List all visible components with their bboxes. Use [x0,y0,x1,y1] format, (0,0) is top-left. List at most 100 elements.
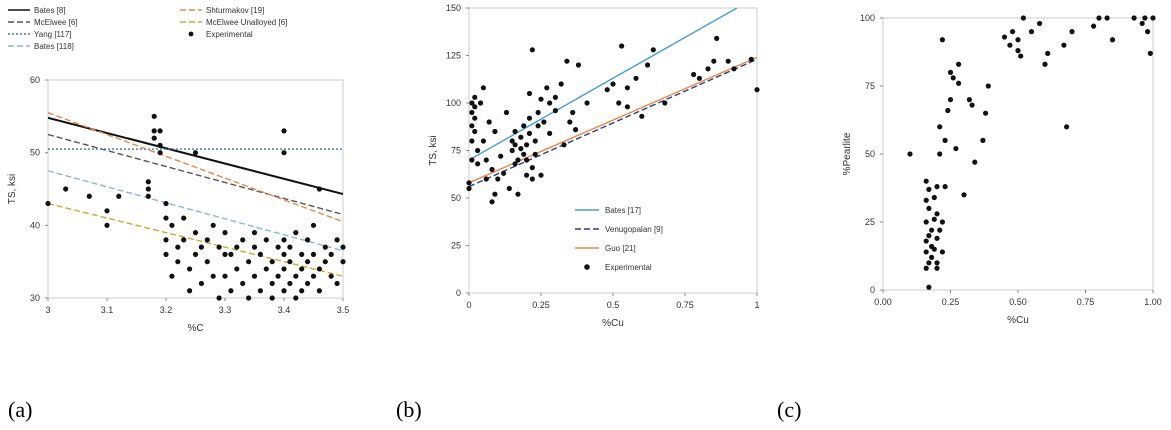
data-point [1145,29,1151,35]
data-point [731,66,737,72]
data-point [544,85,550,91]
data-point [937,124,943,130]
data-point [257,288,263,294]
data-point [907,151,913,157]
data-point [1010,29,1016,35]
x-tick-label: 0.00 [874,297,892,307]
data-point [619,43,625,49]
data-point [616,100,622,106]
legend-label: McElwee Unalloyed [6] [206,18,287,27]
x-tick-label: 1 [754,300,759,310]
data-point [956,80,962,86]
data-point [650,47,656,53]
data-point [500,170,507,176]
x-tick-label: 3 [45,305,50,315]
data-point [521,123,527,129]
y-tick-label: 150 [446,3,461,13]
data-point [334,280,340,287]
data-point [547,130,553,136]
data-point [299,288,305,294]
data-point [480,85,486,91]
data-point [281,128,287,134]
data-point [157,142,163,148]
data-point [547,100,553,106]
data-point [251,244,258,250]
data-point [934,184,940,190]
data-point [222,230,228,236]
data-point [926,186,932,192]
data-point [509,147,515,154]
data-point [939,37,946,43]
y-tick-label: 50 [865,149,875,159]
data-point [477,100,484,106]
data-point [198,244,204,250]
data-point [210,273,216,279]
data-point [538,172,544,178]
data-point [281,237,287,243]
legend-label: Yang [117] [34,30,72,39]
data-point [216,244,222,250]
data-point [506,185,512,192]
data-point [503,109,510,116]
data-point [754,87,760,93]
data-point [328,251,334,257]
legend-label: Bates [8] [34,6,66,15]
data-point [1131,15,1137,21]
data-point [929,227,935,233]
data-point [1109,37,1116,43]
data-point [104,208,110,214]
data-point [263,266,269,272]
data-point [234,244,240,250]
data-point [644,62,651,68]
data-point [714,35,720,42]
data-point [512,142,518,148]
legend-label: Bates [118] [34,42,74,51]
y-axis-label: TS, ksi [428,135,439,166]
data-point [521,151,527,157]
data-point [63,186,69,192]
data-point [923,238,929,244]
data-point [969,102,975,108]
data-point [535,123,541,129]
data-point [529,47,535,53]
data-point [222,251,228,257]
data-point [175,259,181,265]
data-point [538,96,544,102]
data-point [624,85,631,91]
data-point [334,237,340,243]
data-point [489,199,495,205]
data-point [483,176,489,182]
data-point [216,295,222,301]
data-point [340,244,346,250]
data-point [310,251,317,257]
data-point [515,191,521,197]
data-point [228,251,234,257]
data-point [524,142,530,148]
data-point [486,119,492,125]
data-point [45,200,51,207]
legend-label: Experimental [605,263,652,272]
data-point [281,150,287,156]
x-axis-label: %Cu [602,318,624,329]
data-point [961,192,967,198]
x-tick-label: 3.5 [337,305,350,315]
data-point [526,130,533,136]
data-point [972,159,978,165]
data-point [926,284,932,290]
legend-label: Shturmakov [19] [206,6,264,15]
data-point [711,58,717,64]
data-point [466,185,472,192]
series-line [48,202,343,277]
data-point [945,107,951,114]
data-point [281,251,287,257]
legend-label: Guo [21] [605,244,636,253]
x-tick-label: 1.00 [1144,297,1162,307]
data-point [269,295,275,301]
data-point [181,237,187,243]
data-point [518,134,524,140]
data-point [181,215,187,221]
series-line [469,58,757,188]
data-point [923,249,929,255]
data-point [169,222,175,228]
